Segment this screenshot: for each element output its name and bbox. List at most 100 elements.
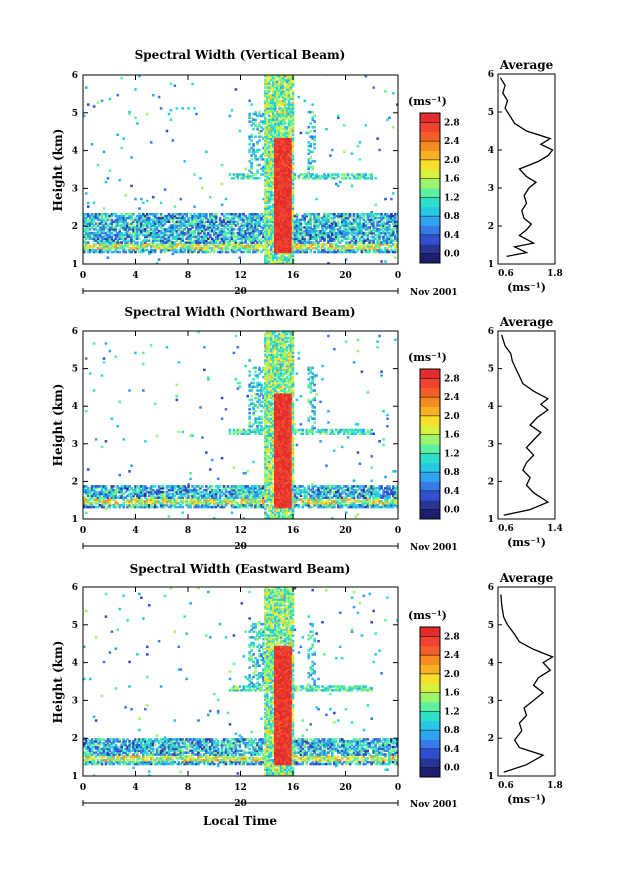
profile-x-tick-label: 0.6	[498, 269, 514, 279]
heatmap-cell	[337, 221, 340, 223]
colorbar-swatch	[420, 179, 440, 189]
heatmap-cell	[347, 173, 350, 175]
heatmap-cell	[195, 113, 198, 115]
x-tick-label: 16	[287, 271, 300, 281]
colorbar-swatch	[420, 122, 440, 132]
heatmap-cell	[97, 164, 100, 166]
heatmap-cell	[211, 459, 214, 461]
y-tick-label: 5	[72, 109, 78, 119]
y-tick-label: 4	[72, 147, 78, 157]
heatmap-cell	[292, 137, 295, 139]
panel-title: Spectral Width (Vertical Beam)	[135, 48, 346, 62]
heatmap-cell	[199, 406, 202, 408]
heatmap-cell	[191, 83, 194, 85]
heatmap-cell	[384, 198, 387, 200]
heatmap-cell	[349, 213, 352, 215]
heatmap-cell	[225, 408, 228, 410]
heatmap-cell	[374, 177, 377, 179]
heatmap-cell	[248, 113, 251, 115]
heatmap-cell	[233, 466, 236, 468]
heatmap-cell	[205, 151, 208, 153]
heatmap-cell	[191, 434, 194, 436]
heatmap-cell	[201, 436, 204, 438]
heatmap-cell	[174, 205, 177, 207]
heatmap-cell	[237, 346, 240, 348]
heatmap-cell	[221, 204, 224, 206]
heatmap-cell	[160, 202, 163, 204]
heatmap-cell	[209, 468, 212, 470]
heatmap-cell	[258, 111, 261, 113]
heatmap-cell	[392, 192, 395, 194]
heatmap-cell	[93, 202, 96, 204]
heatmap-cell	[91, 143, 94, 145]
heatmap-cell	[337, 185, 340, 187]
x-tick-label: 20	[339, 271, 352, 281]
heatmap-cell	[252, 128, 255, 130]
heatmap-cell	[130, 464, 133, 466]
colorbar-swatch	[420, 207, 440, 217]
heatmap-cell	[343, 124, 346, 126]
heatmap-cell	[116, 134, 119, 136]
heatmap-cell	[246, 470, 249, 472]
heatmap-cell	[233, 352, 236, 354]
heatmap-cell	[205, 213, 208, 215]
heatmap-cell	[209, 196, 212, 198]
day-axis: 20 Nov 2001	[83, 287, 458, 298]
heatmap-cell	[217, 478, 220, 480]
heatmap-cell	[115, 355, 118, 357]
heatmap-cell	[87, 241, 90, 243]
heatmap-cell	[181, 431, 184, 433]
heatmap-cell	[231, 109, 234, 111]
heatmap-cell	[95, 438, 98, 440]
y-axis-label: Height (km)	[51, 384, 65, 467]
heatmap-cell	[85, 511, 88, 513]
heatmap-cell	[313, 143, 316, 145]
average-profile: Average 1234560.6 1.8 (ms⁻¹)	[488, 58, 563, 294]
heatmap-cell	[185, 213, 188, 215]
profile-x-unit: (ms⁻¹)	[507, 281, 546, 294]
heatmap-cell	[170, 83, 173, 85]
figure: Spectral Width (Vertical Beam) Height (k…	[0, 0, 618, 875]
heatmap-cell	[105, 485, 108, 487]
heatmap-cell	[254, 135, 257, 137]
heatmap-cell	[292, 101, 295, 103]
panel-vertical-beam: Spectral Width (Vertical Beam) Height (k…	[51, 48, 563, 298]
heatmap-cell	[181, 107, 184, 109]
heatmap-cell	[254, 118, 257, 120]
heatmap-cell	[390, 198, 393, 200]
heatmap-cell	[168, 113, 171, 115]
heatmap-cell	[258, 164, 261, 166]
heatmap-cell	[93, 389, 96, 391]
heatmap-cell	[244, 168, 247, 170]
heatmap-cell	[107, 177, 110, 179]
heatmap-cell	[128, 389, 131, 391]
heatmap-cell	[311, 103, 314, 105]
heatmap-cell	[376, 137, 379, 139]
heatmap-cell	[118, 401, 121, 403]
heatmap-cell	[378, 149, 381, 151]
heatmap-cell	[203, 346, 206, 348]
heatmap-cell	[392, 126, 395, 128]
heatmap-cell	[250, 139, 253, 141]
heatmap-cell	[315, 198, 318, 200]
heatmap-cell	[246, 395, 249, 397]
heatmap-cell	[134, 117, 137, 119]
heatmap-cell	[313, 251, 316, 253]
heatmap-cell	[178, 361, 181, 363]
heatmap-cell	[307, 126, 310, 128]
heatmap-cell	[300, 222, 303, 224]
x-tick-label: 0	[395, 271, 401, 281]
heatmap-cell	[170, 118, 173, 120]
heatmap-cell	[176, 384, 179, 386]
colorbar-swatch	[420, 244, 440, 254]
heatmap-cell	[132, 213, 135, 215]
heatmap-cell	[205, 451, 208, 453]
heatmap-cell	[103, 207, 106, 209]
heatmap-cell	[187, 483, 190, 485]
x-tick-label: 4	[132, 271, 138, 281]
colorbar-swatch	[420, 226, 440, 236]
heatmap-cell	[248, 100, 251, 102]
heatmap-cell	[118, 251, 121, 253]
profile-title: Average	[499, 58, 554, 72]
heatmap-cell	[176, 395, 179, 397]
